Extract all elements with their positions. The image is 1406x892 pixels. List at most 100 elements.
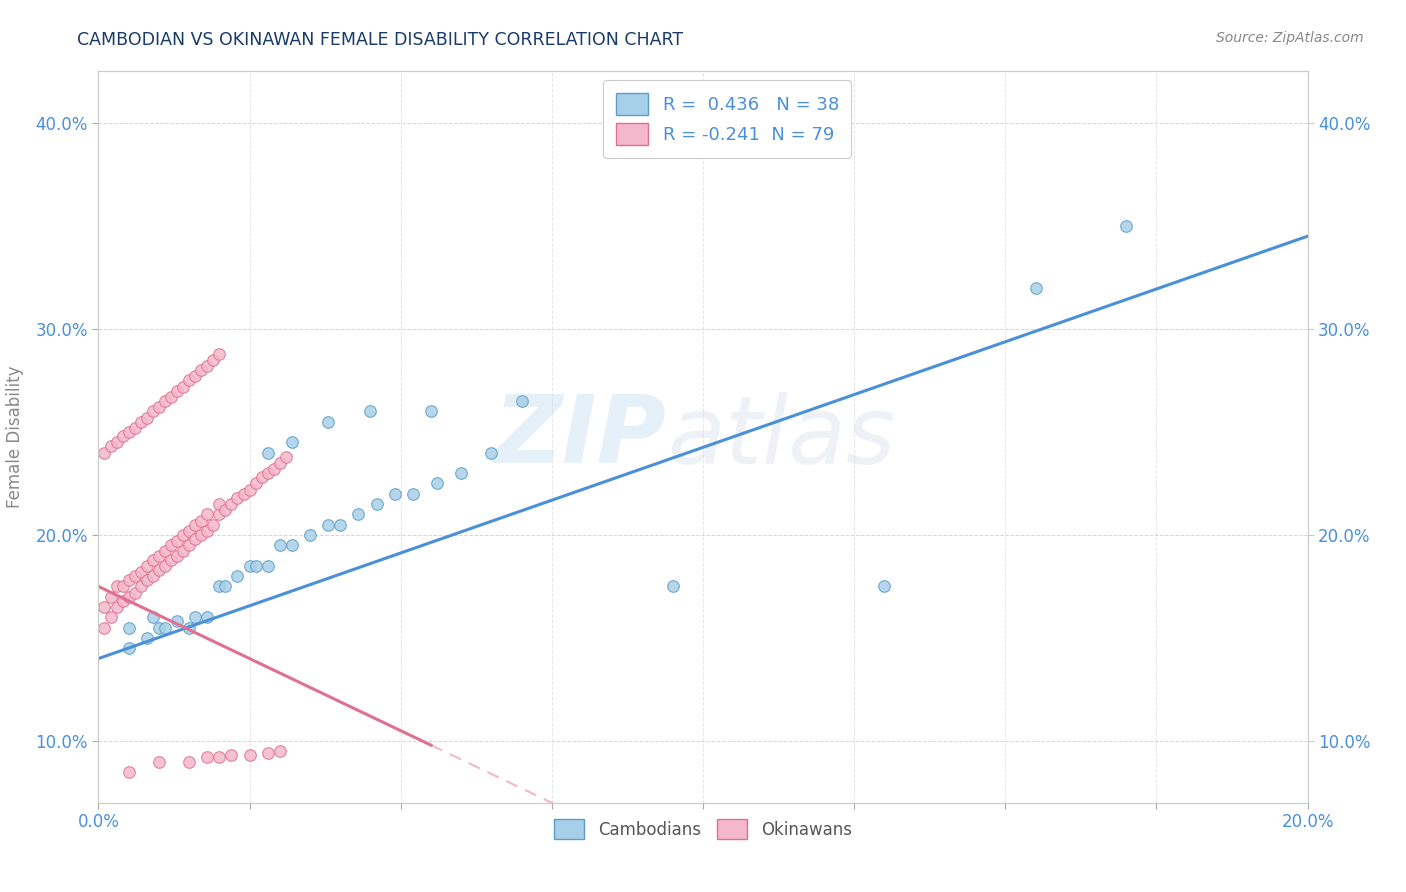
Point <box>148 563 170 577</box>
Point <box>873 579 896 593</box>
Point <box>263 462 285 476</box>
Point <box>179 621 201 635</box>
Point <box>111 429 134 443</box>
Point <box>142 610 165 624</box>
Point <box>195 508 218 522</box>
Point <box>184 610 207 624</box>
Point <box>179 524 201 538</box>
Point <box>179 538 201 552</box>
Point <box>269 456 291 470</box>
Point <box>118 574 141 588</box>
Point <box>202 352 225 367</box>
Point <box>269 538 291 552</box>
Point <box>135 574 157 588</box>
Point <box>135 631 157 645</box>
Text: CAMBODIAN VS OKINAWAN FEMALE DISABILITY CORRELATION CHART: CAMBODIAN VS OKINAWAN FEMALE DISABILITY … <box>77 31 683 49</box>
Point <box>100 590 122 604</box>
Point <box>208 508 231 522</box>
Point <box>221 497 243 511</box>
Point <box>190 528 212 542</box>
Point <box>208 497 231 511</box>
Point <box>166 384 188 398</box>
Point <box>195 610 218 624</box>
Point <box>195 359 218 373</box>
Point <box>256 558 278 573</box>
Point <box>245 558 267 573</box>
Point <box>450 466 472 480</box>
Point <box>256 445 278 459</box>
Point <box>481 445 503 459</box>
Point <box>202 517 225 532</box>
Point <box>214 579 236 593</box>
Point <box>129 579 152 593</box>
Point <box>166 549 188 563</box>
Point <box>142 404 165 418</box>
Point <box>166 615 188 629</box>
Point <box>226 569 249 583</box>
Point <box>226 491 249 505</box>
Point <box>142 569 165 583</box>
Point <box>100 439 122 453</box>
Point <box>195 524 218 538</box>
Point <box>274 450 297 464</box>
Point <box>232 487 254 501</box>
Point <box>208 750 231 764</box>
Legend: Cambodians, Okinawans: Cambodians, Okinawans <box>544 809 862 849</box>
Point <box>316 415 339 429</box>
Point <box>426 476 449 491</box>
Point <box>129 565 152 579</box>
Point <box>239 558 262 573</box>
Point <box>118 590 141 604</box>
Point <box>124 569 146 583</box>
Point <box>153 621 176 635</box>
Point <box>160 552 183 566</box>
Point <box>1024 281 1046 295</box>
Point <box>420 404 443 418</box>
Point <box>100 610 122 624</box>
Point <box>148 401 170 415</box>
Point <box>360 404 382 418</box>
Point <box>118 641 141 656</box>
Point <box>129 415 152 429</box>
Point <box>250 470 273 484</box>
Point <box>347 508 370 522</box>
Point <box>148 755 170 769</box>
Point <box>135 410 157 425</box>
Point <box>118 621 141 635</box>
Point <box>184 369 207 384</box>
Text: ZIP: ZIP <box>494 391 666 483</box>
Point <box>208 346 231 360</box>
Point <box>281 435 304 450</box>
Point <box>221 748 243 763</box>
Point <box>118 425 141 439</box>
Text: Source: ZipAtlas.com: Source: ZipAtlas.com <box>1216 31 1364 45</box>
Point <box>256 466 278 480</box>
Point <box>1115 219 1137 233</box>
Point <box>118 764 141 779</box>
Text: atlas: atlas <box>666 392 896 483</box>
Point <box>172 379 194 393</box>
Point <box>402 487 425 501</box>
Point <box>269 744 291 758</box>
Point <box>105 579 128 593</box>
Point <box>239 748 262 763</box>
Point <box>153 394 176 409</box>
Point <box>93 600 115 615</box>
Point <box>239 483 262 497</box>
Point <box>661 579 683 593</box>
Point <box>299 528 322 542</box>
Point <box>190 514 212 528</box>
Point <box>124 585 146 599</box>
Point <box>256 747 278 761</box>
Point <box>105 435 128 450</box>
Point <box>93 445 115 459</box>
Point <box>135 558 157 573</box>
Point <box>366 497 388 511</box>
Point <box>160 538 183 552</box>
Point <box>148 621 170 635</box>
Point <box>166 534 188 549</box>
Y-axis label: Female Disability: Female Disability <box>7 366 24 508</box>
Point <box>214 503 236 517</box>
Point <box>124 421 146 435</box>
Point <box>172 544 194 558</box>
